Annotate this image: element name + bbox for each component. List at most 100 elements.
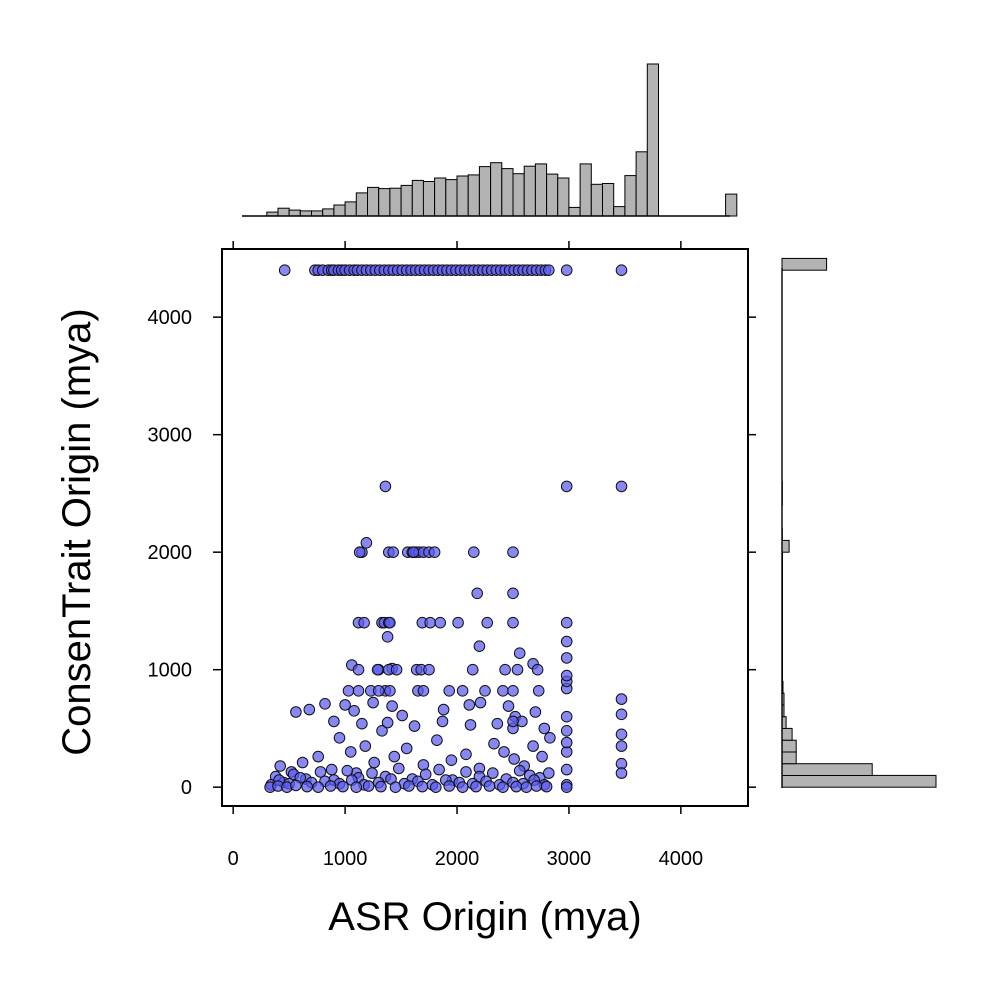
top-histogram-bar xyxy=(299,210,312,217)
data-point xyxy=(342,685,355,697)
data-point xyxy=(479,685,491,697)
data-point xyxy=(536,750,548,763)
data-point xyxy=(362,780,375,792)
data-point xyxy=(381,716,394,729)
top-histogram-bar xyxy=(635,151,648,217)
data-point xyxy=(560,264,573,277)
top-histogram-bar xyxy=(512,173,525,217)
data-point xyxy=(540,780,553,793)
data-point xyxy=(474,696,487,709)
data-point xyxy=(560,781,573,794)
data-point xyxy=(376,725,388,737)
right-histogram-bar xyxy=(781,727,793,741)
data-point xyxy=(352,663,365,676)
top-histogram-bar xyxy=(355,192,368,217)
data-point xyxy=(443,685,456,697)
x-tick-label: 3000 xyxy=(547,848,592,870)
data-point xyxy=(350,781,363,794)
top-histogram-bar xyxy=(646,63,659,217)
x-tick-label: 2000 xyxy=(435,848,480,870)
data-point xyxy=(333,732,346,744)
y-tick-label: 3000 xyxy=(148,425,193,447)
data-point xyxy=(379,480,392,493)
data-point xyxy=(301,780,313,793)
right-histogram xyxy=(781,257,937,788)
scatter-points xyxy=(264,264,628,794)
y-tick-label: 0 xyxy=(181,777,192,799)
data-point xyxy=(507,546,519,559)
data-point xyxy=(560,616,573,629)
data-point xyxy=(367,696,379,709)
axes: 0 1000 2000 3000 4000 0 1000 2000 3000 4000 xyxy=(148,241,756,870)
top-histogram-bar xyxy=(590,183,603,217)
data-point xyxy=(408,720,421,732)
data-point xyxy=(434,616,447,629)
data-point xyxy=(497,781,509,794)
data-point xyxy=(437,703,450,716)
data-point xyxy=(433,763,445,776)
top-histogram-bar xyxy=(434,177,447,217)
top-histogram-bar xyxy=(311,210,324,217)
data-point xyxy=(290,706,302,718)
data-point xyxy=(529,706,542,718)
data-point xyxy=(372,685,385,697)
data-point xyxy=(460,748,472,761)
top-histogram-bar xyxy=(579,163,592,217)
data-point xyxy=(615,708,628,721)
data-point xyxy=(543,767,555,779)
data-point xyxy=(538,722,551,735)
data-point xyxy=(387,546,400,559)
top-histogram-bar xyxy=(725,193,738,217)
y-tick-label: 4000 xyxy=(148,307,193,329)
data-point xyxy=(360,537,373,549)
data-point xyxy=(560,635,573,648)
data-point xyxy=(468,546,480,559)
top-histogram-bar xyxy=(322,208,335,217)
data-point xyxy=(530,780,543,792)
data-point xyxy=(560,480,573,493)
data-point xyxy=(356,717,368,730)
data-point xyxy=(371,663,384,676)
data-point xyxy=(615,480,628,493)
data-point xyxy=(358,616,370,629)
data-point xyxy=(368,756,381,769)
data-point xyxy=(544,732,556,744)
right-histogram-bar xyxy=(781,751,797,765)
data-point xyxy=(491,717,504,730)
data-point xyxy=(483,780,496,792)
top-histogram-bar xyxy=(490,162,503,217)
top-histogram-bar xyxy=(422,181,436,217)
data-point xyxy=(431,734,443,747)
top-histogram-bar xyxy=(445,179,458,217)
top-histogram-bar xyxy=(288,209,301,217)
x-tick-label: 4000 xyxy=(659,848,704,870)
data-point xyxy=(381,631,394,643)
data-point xyxy=(312,750,325,763)
data-point xyxy=(513,764,526,777)
data-point xyxy=(513,647,526,660)
top-histogram-bar xyxy=(389,187,402,217)
data-point xyxy=(510,780,523,793)
data-point xyxy=(348,705,360,717)
x-tick-label: 1000 xyxy=(323,848,368,870)
data-point xyxy=(416,780,429,793)
data-point xyxy=(419,768,432,781)
data-point xyxy=(296,756,309,769)
top-histogram-bar xyxy=(523,165,536,217)
right-histogram-bar xyxy=(781,539,790,553)
data-point xyxy=(532,685,545,697)
data-point xyxy=(443,780,456,792)
data-point xyxy=(473,640,486,653)
data-point xyxy=(560,652,573,664)
data-point xyxy=(396,709,409,722)
data-point xyxy=(471,587,484,600)
data-point xyxy=(417,759,430,771)
data-point xyxy=(488,737,500,750)
data-point xyxy=(456,781,469,794)
data-point xyxy=(507,587,519,600)
data-point xyxy=(274,760,287,772)
data-point xyxy=(507,715,519,728)
data-point xyxy=(353,546,366,559)
top-histogram-bar xyxy=(333,204,346,217)
